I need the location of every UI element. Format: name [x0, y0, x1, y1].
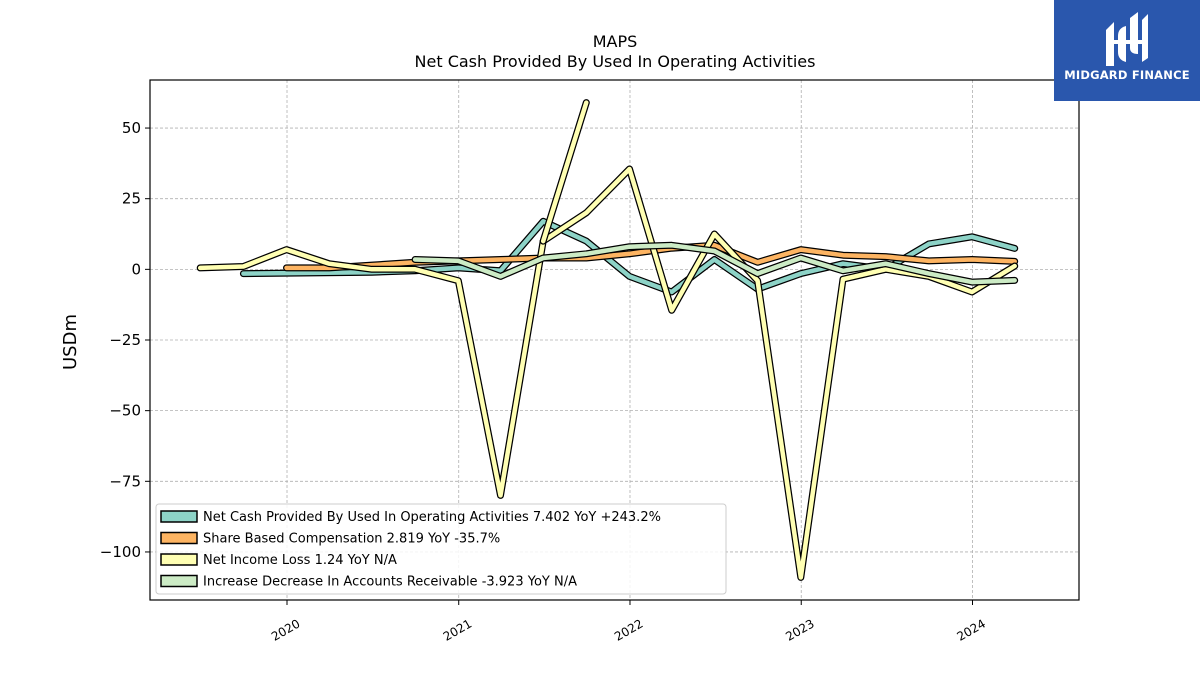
y-tick-label: 25	[122, 190, 141, 208]
series-stroke	[412, 243, 1017, 285]
legend-label: Net Income Loss 1.24 YoY N/A	[203, 553, 397, 568]
legend-swatch	[160, 574, 198, 588]
y-tick-label: 50	[122, 119, 141, 137]
x-tick-label: 2020	[269, 616, 302, 643]
y-tick-label: 0	[131, 260, 141, 278]
series-line	[196, 165, 1019, 581]
y-tick-label: −50	[109, 402, 141, 420]
legend-swatch	[160, 531, 198, 545]
legend-label: Increase Decrease In Accounts Receivable…	[203, 575, 577, 590]
legend-label: Share Based Compensation 2.819 YoY -35.7…	[203, 532, 500, 547]
series-line	[411, 241, 1019, 286]
y-axis-label: USDm	[60, 314, 81, 370]
brand-logo-icon	[1106, 12, 1148, 66]
x-tick-label: 2023	[783, 616, 816, 643]
y-tick-label: −75	[109, 472, 141, 490]
legend-swatch	[160, 553, 198, 566]
y-tick-label: −100	[100, 543, 141, 561]
legend: Net Cash Provided By Used In Operating A…	[155, 503, 727, 595]
series-stroke	[197, 166, 1017, 580]
legend-label: Net Cash Provided By Used In Operating A…	[203, 510, 661, 525]
series-line	[539, 99, 590, 245]
chart-title: MAPS	[593, 32, 638, 51]
chart-subtitle: Net Cash Provided By Used In Operating A…	[415, 52, 816, 71]
x-tick-label: 2024	[955, 616, 988, 643]
legend-box	[155, 503, 727, 595]
legend-swatch	[160, 510, 198, 523]
series-layer	[196, 99, 1019, 581]
x-tick-label: 2021	[441, 616, 474, 643]
brand-name: MIDGARD FINANCE	[1064, 68, 1190, 82]
x-tick-label: 2022	[612, 616, 645, 643]
brand-logo: MIDGARD FINANCE	[1054, 0, 1200, 101]
series-stroke	[540, 100, 589, 244]
y-tick-label: −25	[109, 331, 141, 349]
